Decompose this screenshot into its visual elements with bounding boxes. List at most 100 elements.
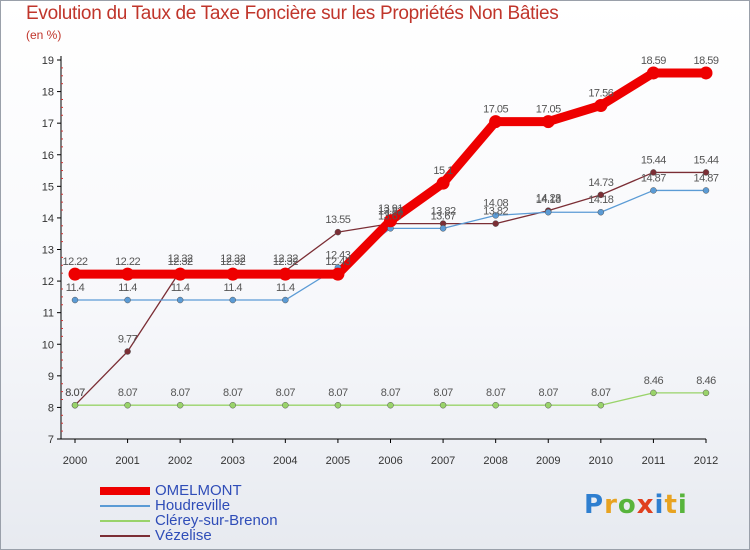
y-tick-label-15: 15 <box>42 181 54 193</box>
data-point-houdreville-2010 <box>597 208 605 216</box>
legend-item-houdreville: Houdreville <box>100 498 320 513</box>
data-point-omelmont-2000 <box>68 267 82 281</box>
data-label-omelmont-2004: 12.32 <box>273 256 298 268</box>
x-tick-label-2003: 2003 <box>221 455 245 467</box>
data-point-houdreville-2007 <box>439 225 447 232</box>
data-label-v-zelise-2000: 8.07 <box>65 387 85 399</box>
data-label-cl-rey-sur-brenon-2006: 8.07 <box>381 387 401 399</box>
chart-subtitle: (en %) <box>26 28 62 42</box>
data-label-cl-rey-sur-brenon-2003: 8.07 <box>223 387 243 399</box>
data-label-cl-rey-sur-brenon-2010: 8.07 <box>591 387 611 399</box>
data-point-houdreville-2003 <box>229 296 236 304</box>
x-tick-label-2007: 2007 <box>431 455 455 467</box>
legend-swatch-cl-rey-sur-brenon <box>100 520 150 522</box>
data-point-houdreville-2011 <box>650 187 657 194</box>
data-label-houdreville-2004: 11.4 <box>276 282 295 294</box>
data-label-v-zelise-2010: 14.73 <box>588 177 613 189</box>
x-tick-label-2001: 2001 <box>115 455 139 467</box>
logo-letter: x <box>636 490 655 520</box>
data-point-omelmont-2011 <box>646 66 660 80</box>
data-label-v-zelise-2007: 13.82 <box>431 206 456 218</box>
data-label-cl-rey-sur-brenon-2002: 8.07 <box>170 387 190 399</box>
data-label-omelmont-2008: 17.05 <box>483 104 508 116</box>
data-label-cl-rey-sur-brenon-2000: 8.07 <box>65 387 85 399</box>
x-tick-label-2011: 2011 <box>642 455 666 467</box>
data-label-cl-rey-sur-brenon-2005: 8.07 <box>328 387 348 399</box>
x-tick-label-2005: 2005 <box>326 455 350 467</box>
legend-label-cl-rey-sur-brenon: Clérey-sur-Brenon <box>155 512 278 529</box>
data-point-v-zelise-2010 <box>597 191 605 199</box>
legend-label-omelmont: OMELMONT <box>155 482 242 499</box>
logo-letter: r <box>604 490 618 520</box>
data-point-omelmont-2001 <box>121 267 135 281</box>
data-point-houdreville-2012 <box>702 187 710 194</box>
data-label-v-zelise-2006: 13.82 <box>378 206 403 218</box>
y-tick-label-10: 10 <box>42 339 54 351</box>
data-point-omelmont-2009 <box>541 115 555 129</box>
data-point-cl-rey-sur-brenon-2007 <box>439 401 447 409</box>
data-label-v-zelise-2001: 9.77 <box>118 334 138 346</box>
data-label-houdreville-2006: 13.67 <box>378 210 403 222</box>
data-label-houdreville-2007: 13.67 <box>431 210 456 222</box>
chart-legend: OMELMONT Houdreville Clérey-sur-Brenon Véze… <box>100 483 320 543</box>
x-tick-label-2006: 2006 <box>378 455 402 467</box>
data-point-omelmont-2005 <box>331 267 345 281</box>
data-point-cl-rey-sur-brenon-2000 <box>71 401 79 409</box>
data-label-omelmont-2000: 12.22 <box>62 256 87 268</box>
logo-letter: i <box>654 490 665 520</box>
data-label-cl-rey-sur-brenon-2007: 8.07 <box>433 387 453 399</box>
data-label-v-zelise-2005: 13.55 <box>325 214 350 226</box>
data-point-omelmont-2006 <box>384 214 397 228</box>
y-tick-label-19: 19 <box>42 55 54 67</box>
legend-swatch-houdreville <box>100 505 150 507</box>
y-tick-label-13: 13 <box>42 245 54 257</box>
data-point-houdreville-2000 <box>71 296 79 304</box>
data-label-v-zelise-2011: 15.44 <box>641 154 666 166</box>
data-point-cl-rey-sur-brenon-2003 <box>229 401 236 409</box>
data-point-houdreville-2004 <box>282 296 289 304</box>
logo-letter: P <box>584 490 605 520</box>
data-point-omelmont-2007 <box>436 176 450 190</box>
y-tick-label-12: 12 <box>42 276 54 288</box>
data-label-v-zelise-2012: 15.44 <box>693 154 718 166</box>
data-label-houdreville-2008: 14.08 <box>483 197 508 209</box>
data-label-v-zelise-2009: 14.23 <box>536 193 561 205</box>
data-label-omelmont-2003: 12.32 <box>220 256 245 268</box>
logo-letter: o <box>617 490 637 520</box>
data-label-omelmont-2002: 12.32 <box>168 256 193 268</box>
data-label-omelmont-2011: 18.59 <box>641 55 666 67</box>
data-point-v-zelise-2011 <box>650 169 657 176</box>
proxiti-logo: Proxiti <box>584 490 688 520</box>
y-tick-label-7: 7 <box>48 434 54 446</box>
legend-item-omelmont: OMELMONT <box>100 483 320 498</box>
data-label-houdreville-2012: 14.87 <box>693 172 718 184</box>
data-point-cl-rey-sur-brenon-2009 <box>545 401 552 409</box>
data-point-omelmont-2010 <box>594 98 608 112</box>
legend-item-v-zelise: Vézelise <box>100 528 320 543</box>
legend-swatch-omelmont <box>100 487 150 495</box>
data-label-cl-rey-sur-brenon-2004: 8.07 <box>276 387 296 399</box>
x-tick-label-2012: 2012 <box>694 455 718 467</box>
data-point-v-zelise-2001 <box>124 348 131 355</box>
data-point-omelmont-2008 <box>489 115 503 129</box>
data-point-houdreville-2008 <box>492 212 499 219</box>
data-point-v-zelise-2005 <box>334 228 342 236</box>
data-label-v-zelise-2003: 12.32 <box>220 253 245 265</box>
data-label-houdreville-2001: 11.4 <box>118 282 137 294</box>
y-tick-label-16: 16 <box>42 150 54 162</box>
y-tick-label-8: 8 <box>48 402 54 414</box>
data-label-omelmont-2012: 18.59 <box>693 55 718 67</box>
series-line-omelmont <box>70 68 711 279</box>
data-point-houdreville-2009 <box>545 208 552 216</box>
data-point-omelmont-2002 <box>173 267 187 281</box>
data-label-cl-rey-sur-brenon-2009: 8.07 <box>539 387 559 399</box>
data-point-omelmont-2003 <box>226 267 240 281</box>
x-tick-label-2008: 2008 <box>483 455 507 467</box>
y-tick-label-17: 17 <box>42 118 54 130</box>
legend-item-cl-rey-sur-brenon: Clérey-sur-Brenon <box>100 513 320 528</box>
legend-label-houdreville: Houdreville <box>155 497 231 514</box>
data-label-cl-rey-sur-brenon-2001: 8.07 <box>118 387 138 399</box>
logo-letter: i <box>677 490 688 520</box>
x-tick-label-2000: 2000 <box>63 455 87 467</box>
